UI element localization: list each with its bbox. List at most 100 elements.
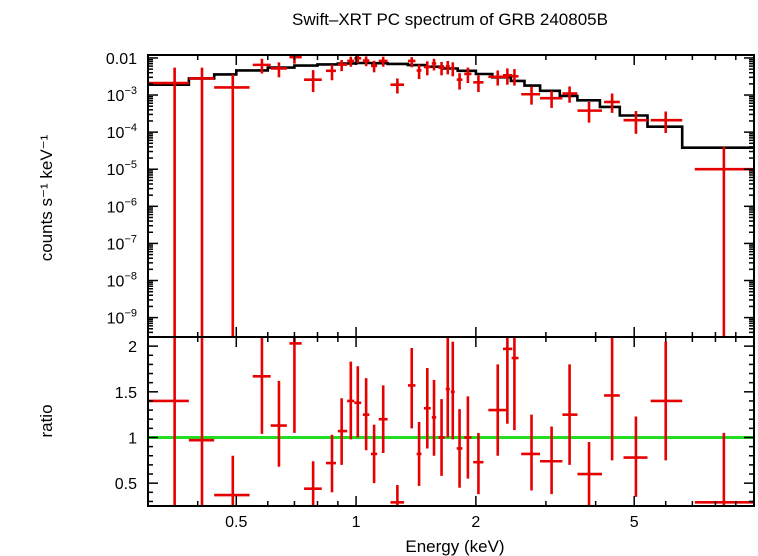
top-ytick-base: 10 — [107, 125, 125, 142]
ratio-point — [188, 337, 215, 506]
ratio-point — [370, 424, 378, 484]
xtick-label: 0.5 — [225, 514, 247, 531]
spectrum-point — [148, 67, 189, 337]
spectrum-point — [456, 73, 463, 90]
ratio-point — [604, 337, 620, 461]
spectrum-point — [416, 64, 422, 80]
top-ytick-base: 10 — [107, 162, 125, 179]
ratio-point — [423, 368, 431, 449]
spectrum-point — [502, 68, 513, 85]
bottom-ytick-label: 1.5 — [115, 385, 137, 402]
top-ytick-label: 10−9 — [107, 308, 137, 328]
top-ytick-base: 10 — [107, 311, 125, 328]
top-ytick-label: 10−3 — [107, 85, 137, 105]
spectrum-point — [270, 62, 287, 78]
ratio-point — [347, 361, 355, 440]
spectrum-point — [488, 70, 508, 86]
top-ytick-exp: −7 — [124, 233, 137, 245]
ratio-point — [577, 442, 603, 506]
top-ytick-base: 10 — [107, 274, 125, 291]
xtick-label: 2 — [471, 514, 480, 531]
spectrum-point — [304, 70, 322, 93]
spectrum-point — [650, 111, 683, 133]
ratio-point — [540, 426, 563, 495]
chart-title: Swift–XRT PC spectrum of GRB 240805B — [292, 10, 608, 29]
ratio-point — [252, 337, 271, 434]
ratio-point — [562, 364, 578, 465]
spectrum-point — [370, 60, 378, 73]
spectrum-point — [214, 74, 250, 337]
ratio-point — [511, 337, 519, 431]
ratio-point — [445, 337, 450, 438]
spectrum-point — [694, 146, 754, 337]
bottom-ytick-label: 1 — [128, 430, 137, 447]
ratio-point — [502, 337, 513, 424]
spectrum-point — [577, 101, 603, 123]
ratio-point — [289, 337, 302, 433]
spectrum-point — [445, 60, 450, 75]
spectrum-point — [604, 93, 620, 113]
spectrum-point — [378, 56, 388, 67]
spectrum-point — [252, 58, 271, 74]
ratio-point — [694, 432, 754, 506]
top-ytick-base: 10 — [107, 199, 125, 216]
spectrum-point — [438, 61, 445, 76]
xtick-label: 1 — [352, 514, 361, 531]
spectrum-point — [423, 61, 431, 76]
spectrum-point — [464, 67, 472, 84]
ratio-point — [450, 341, 455, 440]
top-ytick-exp: −9 — [124, 308, 137, 320]
ratio-point — [623, 416, 648, 497]
top-plot-frame — [147, 54, 755, 338]
ratio-point — [438, 399, 445, 476]
bottom-ytick-label: 2 — [128, 339, 137, 356]
ratio-point — [431, 379, 437, 456]
spectrum-point — [450, 62, 455, 77]
ratio-point — [325, 434, 336, 493]
top-ytick-exp: −4 — [124, 122, 137, 134]
ratio-point — [270, 380, 287, 467]
ratio-point — [650, 341, 683, 461]
spectrum-point — [325, 64, 336, 81]
ratio-point — [488, 364, 508, 456]
spectrum-point — [347, 56, 355, 67]
spectrum-point — [188, 67, 215, 337]
spectrum-point — [540, 90, 563, 108]
ratio-point — [521, 414, 541, 491]
ratio-point — [407, 347, 416, 429]
top-ytick-label: 10−5 — [107, 159, 137, 179]
top-ytick-exp: −8 — [124, 271, 137, 283]
bottom-ylabel: ratio — [37, 404, 56, 437]
spectrum-point — [390, 78, 405, 94]
ratio-point — [390, 484, 405, 506]
spectrum-point — [337, 59, 348, 72]
x-axis-label: Energy (keV) — [405, 537, 504, 556]
top-ytick-label: 10−8 — [107, 271, 137, 291]
spectrum-point — [623, 111, 648, 134]
spectrum-point — [362, 56, 370, 67]
xtick-label: 5 — [630, 514, 639, 531]
spectrum-point — [473, 75, 484, 93]
ratio-point — [378, 385, 388, 454]
ratio-point — [337, 398, 348, 465]
ratio-point — [148, 337, 189, 506]
spectrum-point — [562, 86, 578, 103]
spectrum-point — [289, 55, 302, 64]
ratio-point — [473, 432, 484, 495]
top-ytick-exp: −5 — [124, 159, 137, 171]
bottom-ytick-label: 0.5 — [115, 476, 137, 493]
top-ytick-base: 10 — [107, 88, 125, 105]
top-ylabel: counts s⁻¹ keV⁻¹ — [37, 134, 56, 261]
top-ytick-label: 10−4 — [107, 122, 137, 142]
top-ytick-exp: −3 — [124, 85, 137, 97]
bottom-plot-frame — [147, 336, 755, 507]
ratio-point — [464, 396, 472, 479]
ratio-point — [354, 366, 362, 438]
ratio-point — [214, 455, 250, 506]
top-ytick-label: 10−6 — [107, 196, 137, 216]
top-ytick-label: 0.01 — [106, 51, 137, 68]
ratio-panel: 0.5 1 1.5 2 0.5 1 2 5 — [115, 336, 755, 531]
model-curve — [148, 61, 754, 149]
spectrum-point — [407, 57, 416, 68]
